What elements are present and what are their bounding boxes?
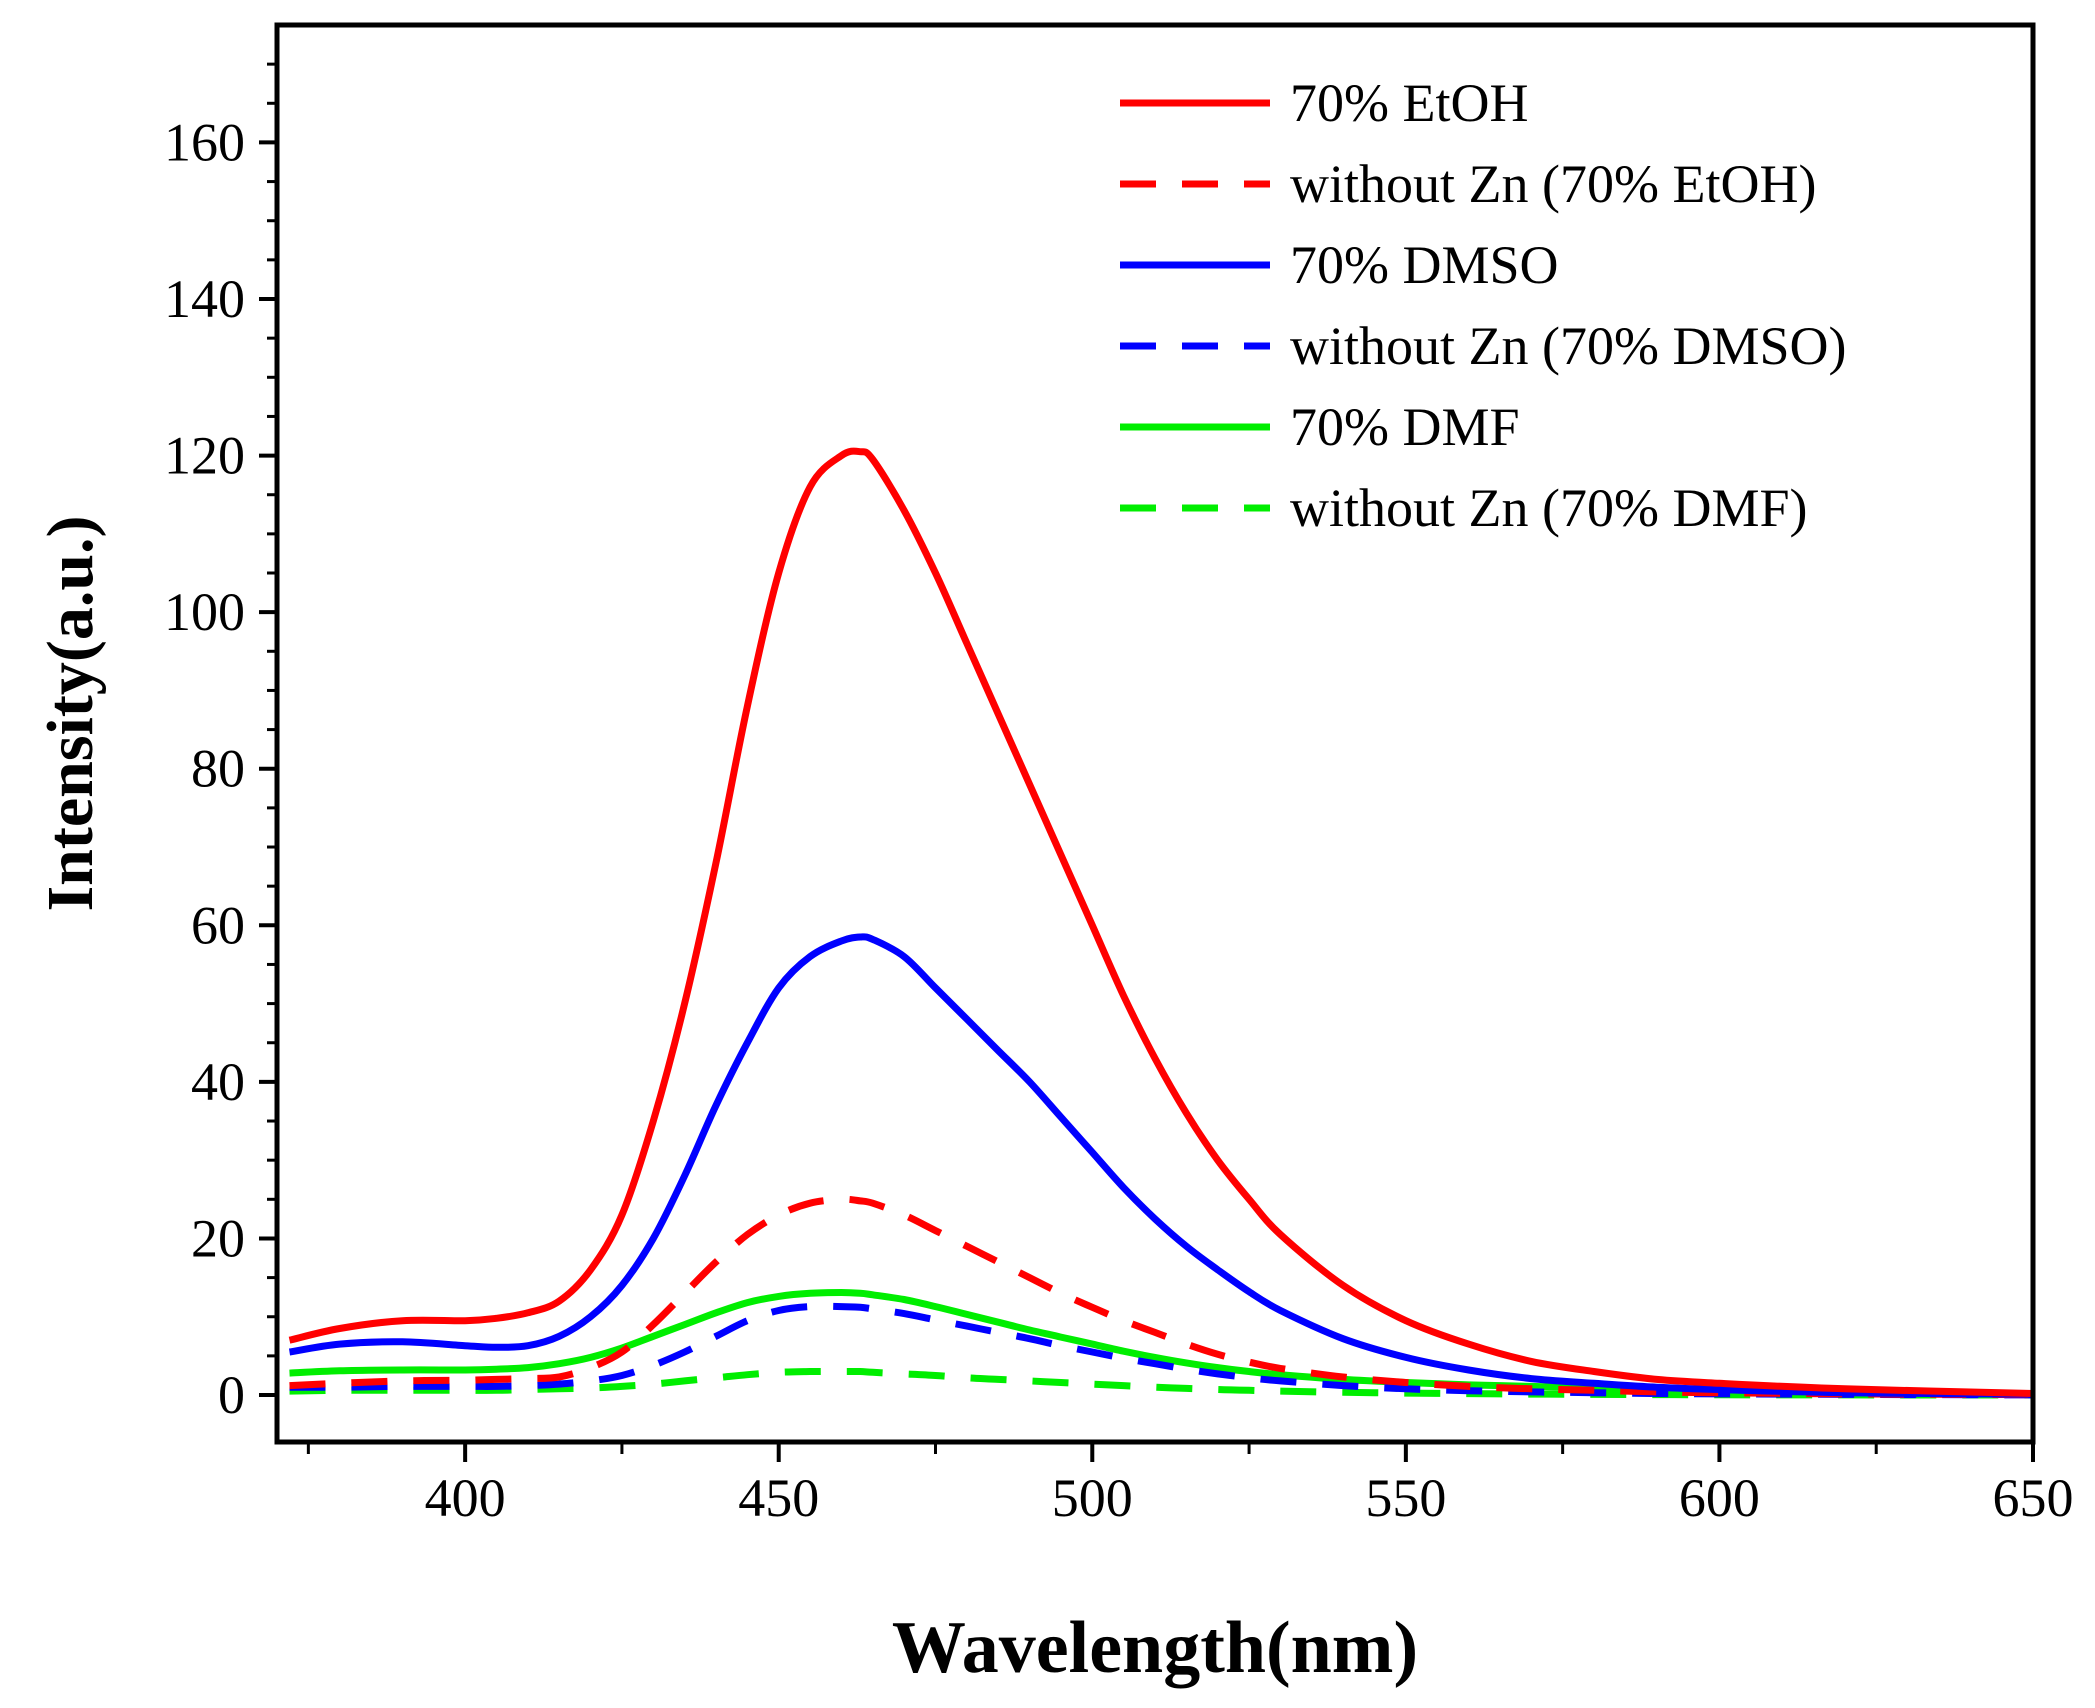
x-axis-title: Wavelength(nm) bbox=[892, 1607, 1418, 1689]
x-axis: 400 450 500 550 600 650 bbox=[306, 1442, 2074, 1528]
series-line-5 bbox=[289, 1367, 2033, 1399]
y-tick-label: 120 bbox=[164, 426, 245, 486]
x-tick-label: 550 bbox=[1365, 1468, 1446, 1528]
x-tick-label: 400 bbox=[425, 1468, 506, 1528]
legend-label-0: 70% EtOH bbox=[1290, 73, 1528, 133]
y-tick-label: 80 bbox=[191, 739, 245, 799]
y-tick-label: 100 bbox=[164, 582, 245, 642]
y-axis-title: Intensity(a.u.) bbox=[34, 515, 107, 911]
series-line-3 bbox=[289, 1302, 2033, 1399]
y-tick-label: 140 bbox=[164, 269, 245, 329]
y-axis: 0 20 40 60 80 100 120 140 160 bbox=[164, 62, 277, 1425]
y-tick-label: 40 bbox=[191, 1052, 245, 1112]
legend: 70% EtOH without Zn (70% EtOH) 70% DMSO wit… bbox=[1120, 73, 1846, 538]
legend-label-5: without Zn (70% DMF) bbox=[1290, 478, 1807, 538]
y-tick-label: 60 bbox=[191, 895, 245, 955]
x-tick-label: 600 bbox=[1679, 1468, 1760, 1528]
y-tick-label: 160 bbox=[164, 112, 245, 172]
plot-frame bbox=[274, 22, 2036, 1445]
series-line-0 bbox=[288, 447, 2033, 1397]
y-tick-label: 20 bbox=[191, 1208, 245, 1268]
series-line-1 bbox=[289, 1195, 2033, 1399]
series-line-2 bbox=[288, 933, 2033, 1398]
legend-label-2: 70% DMSO bbox=[1290, 235, 1559, 295]
legend-label-3: without Zn (70% DMSO) bbox=[1290, 316, 1846, 376]
x-tick-label: 500 bbox=[1052, 1468, 1133, 1528]
series-layer bbox=[288, 447, 2033, 1399]
series-line-4 bbox=[289, 1289, 2033, 1398]
y-tick-label: 0 bbox=[218, 1365, 245, 1425]
x-tick-label: 450 bbox=[738, 1468, 819, 1528]
x-tick-label: 650 bbox=[1993, 1468, 2074, 1528]
legend-label-1: without Zn (70% EtOH) bbox=[1290, 154, 1816, 214]
legend-label-4: 70% DMF bbox=[1290, 397, 1520, 457]
